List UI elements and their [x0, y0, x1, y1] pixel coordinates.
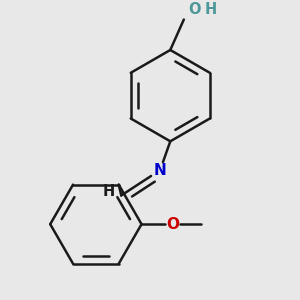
Text: O: O [188, 2, 200, 17]
Text: O: O [166, 217, 179, 232]
Text: H: H [205, 2, 217, 17]
Text: H: H [102, 184, 115, 199]
Text: N: N [154, 163, 167, 178]
